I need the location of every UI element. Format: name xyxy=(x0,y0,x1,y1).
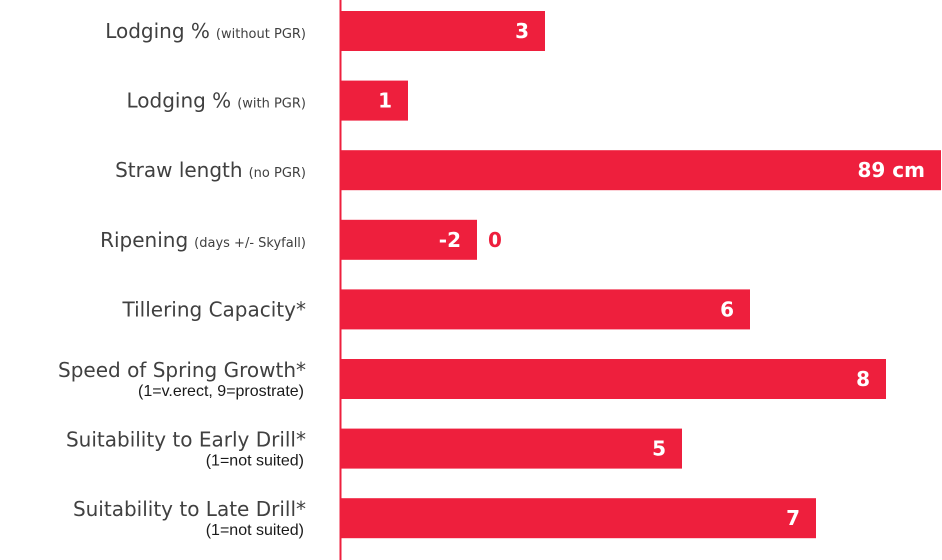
bar xyxy=(341,498,816,539)
category-label-qualifier: (without PGR) xyxy=(216,27,306,42)
category-label: Suitability to Early Drill* xyxy=(66,428,306,452)
category-label: Suitability to Late Drill* xyxy=(73,497,306,521)
category-label: Ripening (days +/- Skyfall) xyxy=(100,228,306,252)
category-label-main: Lodging % xyxy=(105,19,210,43)
bar-value-label: 6 xyxy=(720,297,734,321)
bar xyxy=(341,80,408,121)
category-sublabel: (1=not suited) xyxy=(206,522,304,539)
category-label-main: Straw length xyxy=(115,158,242,182)
category-label: Straw length (no PGR) xyxy=(115,158,306,182)
bar xyxy=(341,219,477,260)
category-label: Tillering Capacity* xyxy=(122,297,307,321)
category-label-qualifier: (with PGR) xyxy=(237,97,306,112)
row-labels: Lodging % (without PGR) Lodging % (with PGR… xyxy=(58,19,306,539)
bar xyxy=(341,11,545,51)
category-label: Speed of Spring Growth* xyxy=(58,358,306,382)
bar-value-label: 89 cm xyxy=(858,158,926,182)
bar-value-label: 7 xyxy=(786,506,800,530)
category-label-main: Suitability to Early Drill* xyxy=(66,428,306,452)
category-label-main: Speed of Spring Growth* xyxy=(58,358,306,382)
bar xyxy=(341,150,941,191)
bar xyxy=(341,428,682,469)
category-label-qualifier: (no PGR) xyxy=(249,166,306,181)
category-label: Lodging % (with PGR) xyxy=(126,89,306,113)
bar-value-label: 5 xyxy=(652,437,666,461)
category-label-main: Ripening xyxy=(100,228,188,252)
bars: 3 1 89 cm -2 0 6 8 5 7 xyxy=(341,11,941,539)
bar-value-label: -2 xyxy=(439,228,461,252)
bar xyxy=(341,359,886,399)
category-label-main: Suitability to Late Drill* xyxy=(73,497,306,521)
category-label: Lodging % (without PGR) xyxy=(105,19,306,43)
bar xyxy=(341,289,750,330)
bar-outside-label: 0 xyxy=(488,228,502,252)
category-sublabel: (1=not suited) xyxy=(206,453,304,470)
category-label-main: Lodging % xyxy=(126,89,231,113)
bar-value-label: 8 xyxy=(856,367,870,391)
category-sublabel: (1=v.erect, 9=prostrate) xyxy=(138,383,304,400)
category-label-main: Tillering Capacity* xyxy=(122,297,307,321)
category-label-qualifier: (days +/- Skyfall) xyxy=(194,236,306,251)
bar-value-label: 1 xyxy=(378,89,392,113)
bar-value-label: 3 xyxy=(515,19,529,43)
